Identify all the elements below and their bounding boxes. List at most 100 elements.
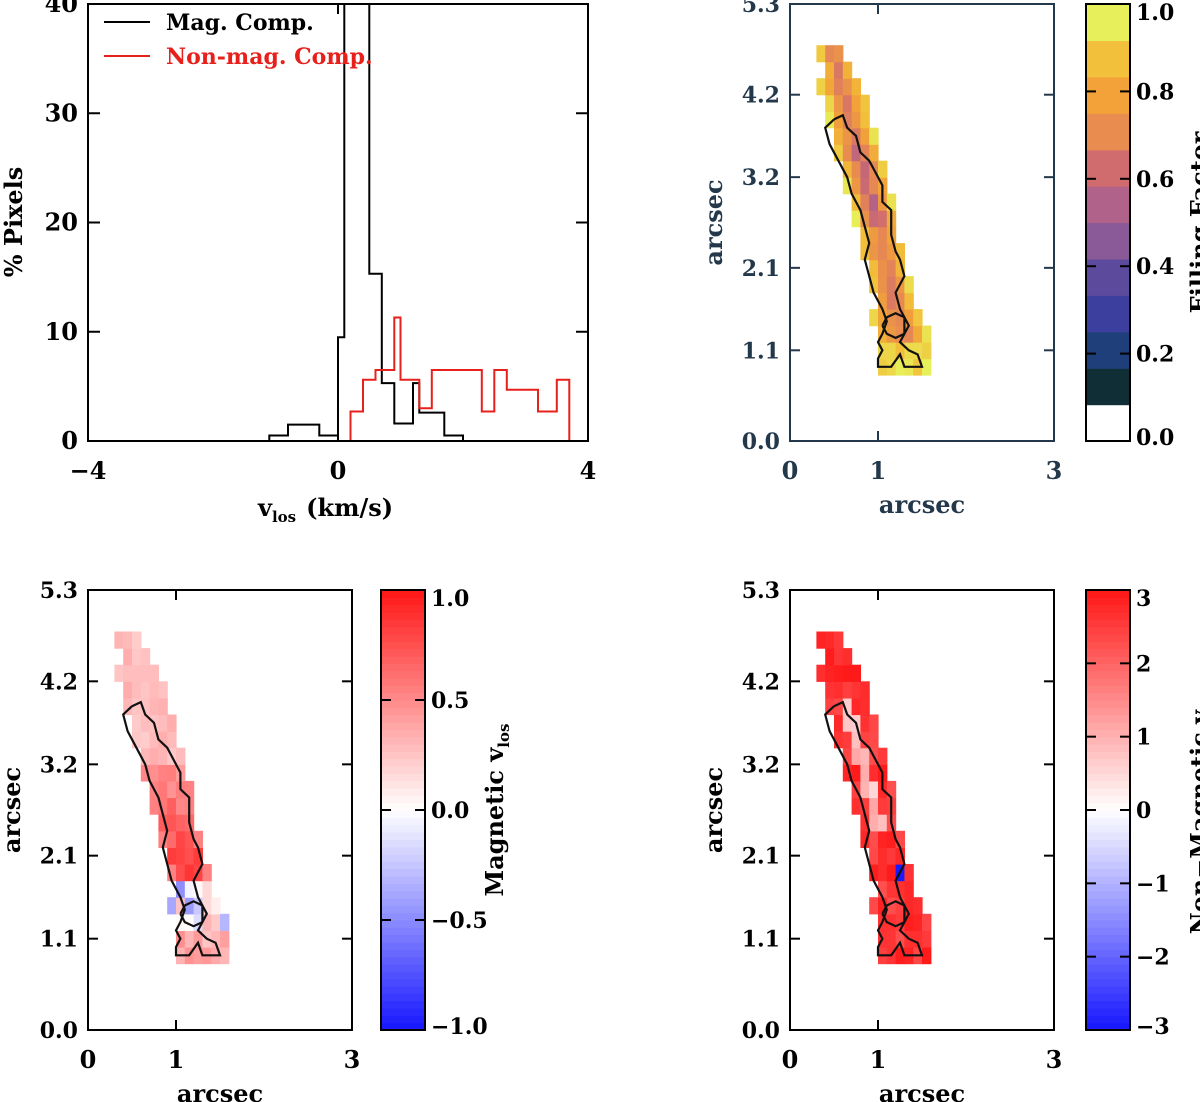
map-ytick-label: 2.1: [742, 256, 780, 282]
colorbar-band: [1086, 685, 1130, 694]
map-cell: [886, 880, 897, 898]
map-cell: [202, 880, 212, 898]
map-cell: [193, 830, 203, 848]
colorbar-band: [1086, 612, 1130, 620]
map-cell: [132, 631, 142, 649]
colorbar-band: [1086, 971, 1130, 980]
map-cell: [904, 864, 914, 882]
colorbar-band: [1086, 788, 1130, 796]
map-ylabel: arcsec: [0, 767, 26, 853]
map-cell: [140, 697, 151, 716]
map-cell: [886, 780, 897, 799]
map-cell: [878, 243, 888, 261]
colorbar-label-sub: los: [495, 724, 513, 748]
map-xtick-label: 0: [782, 1045, 799, 1074]
colorbar-band: [1086, 927, 1130, 936]
map-cell: [878, 847, 888, 865]
map-ticks: 0 1 3 0.0 1.1 2.1 3.2 4.2 5.3: [40, 578, 361, 1074]
map-cell: [851, 94, 861, 112]
map-cell: [869, 780, 879, 799]
map-cell: [834, 714, 844, 732]
colorbar-tick-label: 0.0: [1136, 425, 1174, 451]
colorbar-band: [381, 700, 425, 708]
map-cell: [825, 61, 835, 79]
map-ytick-label: 5.3: [742, 0, 780, 18]
map-cell: [842, 160, 853, 178]
map-cell: [886, 930, 897, 948]
colorbar-band: [1086, 604, 1130, 613]
map-cell: [860, 210, 870, 228]
map-contour-ring: [881, 311, 911, 340]
colorbar-band: [1086, 149, 1130, 187]
map-cell: [851, 681, 861, 699]
colorbar-band: [1086, 942, 1130, 950]
map-cell: [860, 731, 870, 749]
map-cell: [834, 127, 844, 145]
map-cell: [886, 243, 897, 261]
map-cell: [878, 276, 888, 294]
map-cell: [913, 309, 923, 327]
colorbar-band: [1086, 810, 1130, 818]
histogram-xtick-label: 0: [330, 456, 347, 485]
colorbar-band: [1086, 912, 1130, 921]
colorbar-band: [381, 619, 425, 628]
map-cell: [114, 664, 124, 682]
map-cell: [132, 664, 142, 682]
map-cell: [913, 930, 923, 948]
legend-label-mag: Mag. Comp.: [166, 10, 314, 36]
colorbar-band: [1086, 597, 1130, 606]
histogram-ytick-label: 0: [61, 426, 78, 455]
map-cell: [158, 731, 168, 749]
colorbar-band: [1086, 861, 1130, 870]
colorbar-band: [381, 810, 425, 818]
map-cell: [167, 864, 177, 882]
map-cell: [825, 664, 835, 682]
map-cell: [834, 648, 844, 666]
colorbar-band: [381, 714, 425, 723]
colorbar-band: [381, 949, 425, 958]
colorbar-band: [381, 641, 425, 650]
map-cell: [140, 747, 151, 765]
map-ytick-label: 0.0: [742, 1018, 780, 1044]
colorbar-band: [381, 1015, 425, 1024]
colorbar-band: [381, 604, 425, 613]
magnetic-vlos-panel: 0 1 3 0.0 1.1 2.1 3.2 4.2 5.3 arcsec arcsec −1.0 −0.…: [0, 578, 513, 1102]
map-cell: [167, 814, 177, 832]
colorbar-tick-label: −1.0: [431, 1014, 488, 1040]
map-cell: [851, 731, 861, 749]
colorbar-band: [381, 656, 425, 664]
map-cell: [842, 648, 853, 666]
map-cell: [842, 111, 853, 129]
colorbar-tick-label: 0.0: [431, 798, 469, 824]
map-cell: [878, 814, 888, 832]
colorbar-band: [1086, 1008, 1130, 1016]
map-cell: [842, 664, 853, 682]
colorbar-band: [381, 905, 425, 914]
map-cell: [886, 830, 897, 848]
colorbar-band: [1086, 1022, 1130, 1031]
map-ticks: 0 1 3 0.0 1.1 2.1 3.2 4.2 5.3: [742, 0, 1063, 485]
colorbar-band: [1086, 883, 1130, 892]
map-ytick-label: 0.0: [742, 429, 780, 455]
map-xlabel: arcsec: [177, 1079, 263, 1102]
map-xtick-label: 3: [1046, 1045, 1063, 1074]
map-cell: [922, 930, 932, 948]
map-cell: [869, 864, 879, 882]
map-contour-ring: [881, 900, 911, 928]
map-cell: [878, 797, 888, 815]
map-cell: [904, 325, 914, 343]
map-cell: [869, 830, 879, 848]
colorbar-band: [381, 707, 425, 716]
map-cell: [860, 160, 870, 178]
map-cell: [825, 648, 835, 666]
map-cell: [860, 697, 870, 716]
map-cell: [878, 309, 888, 327]
map-cell: [886, 309, 897, 327]
map-cell: [167, 830, 177, 848]
map-cell: [825, 78, 835, 96]
map-cell: [202, 897, 212, 915]
map-cell: [220, 947, 230, 965]
map-ytick-label: 1.1: [40, 927, 78, 953]
colorbar-band: [381, 971, 425, 980]
